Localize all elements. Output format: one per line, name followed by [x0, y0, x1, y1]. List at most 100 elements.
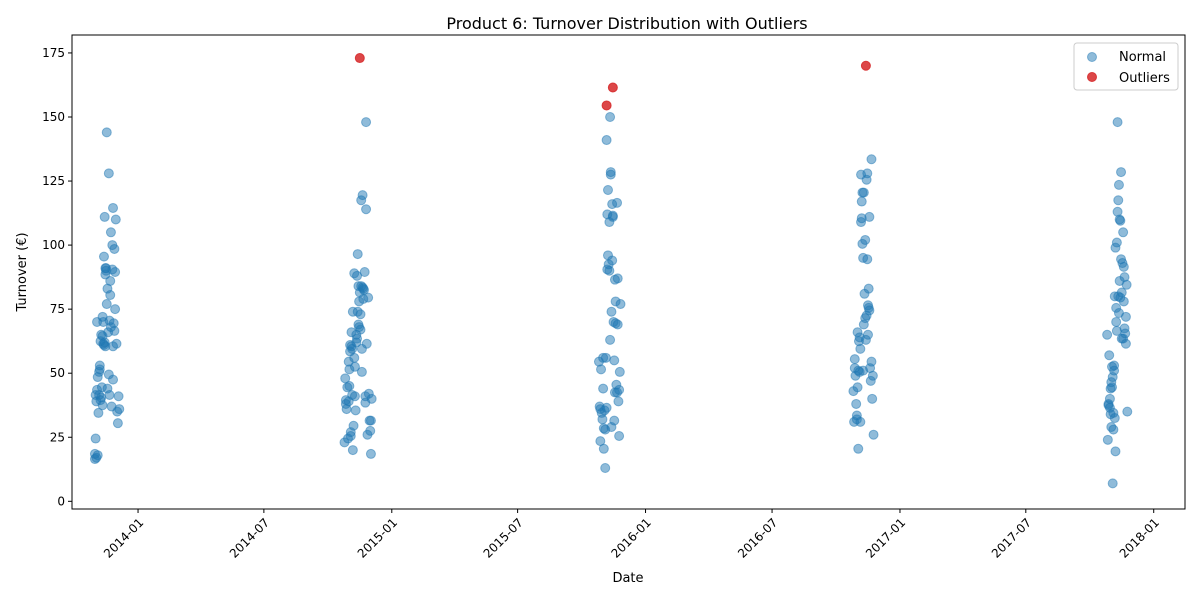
plot-points: [89, 53, 1133, 489]
normal-point: [361, 338, 372, 349]
normal-point: [1112, 117, 1123, 128]
normal-point: [867, 393, 878, 404]
normal-point: [97, 400, 108, 411]
normal-point: [110, 304, 121, 315]
normal-point: [614, 384, 625, 395]
normal-point: [612, 273, 623, 284]
normal-point: [109, 325, 120, 336]
normal-point: [93, 407, 104, 418]
normal-point: [1104, 393, 1115, 404]
normal-point: [113, 391, 124, 402]
y-axis-label: Turnover (€): [15, 232, 30, 312]
normal-point: [596, 364, 607, 375]
normal-point: [852, 382, 863, 393]
normal-point: [606, 306, 617, 317]
normal-point: [614, 430, 625, 441]
normal-point: [1118, 261, 1129, 272]
y-tick-label: 100: [42, 238, 65, 252]
normal-point: [1113, 195, 1124, 206]
normal-point: [105, 227, 116, 238]
normal-point: [609, 415, 620, 426]
normal-point: [1107, 478, 1118, 489]
normal-point: [1121, 279, 1132, 290]
normal-point: [1113, 179, 1124, 190]
normal-point: [101, 299, 112, 310]
normal-point: [862, 168, 873, 179]
normal-point: [866, 356, 877, 367]
y-tick-label: 75: [50, 302, 65, 316]
normal-point: [615, 299, 626, 310]
normal-point: [1120, 311, 1131, 322]
y-tick-label: 50: [50, 366, 65, 380]
normal-point: [864, 211, 875, 222]
normal-point: [349, 352, 360, 363]
normal-point: [856, 196, 867, 207]
normal-point: [108, 202, 119, 213]
normal-point: [612, 319, 623, 330]
normal-point: [862, 329, 873, 340]
normal-point: [1110, 446, 1121, 457]
legend-label-normal: Normal: [1119, 50, 1166, 65]
legend-box: [1073, 42, 1179, 91]
normal-point: [602, 185, 613, 196]
normal-point: [365, 415, 376, 426]
normal-point: [344, 381, 355, 392]
normal-point: [1109, 360, 1120, 371]
normal-point: [1108, 424, 1119, 435]
normal-point: [607, 255, 618, 266]
normal-point: [347, 445, 358, 456]
normal-point: [1115, 215, 1126, 226]
normal-point: [605, 334, 616, 345]
normal-point: [860, 234, 871, 245]
normal-point: [112, 418, 123, 429]
normal-point: [359, 267, 370, 277]
legend-label-outliers: Outliers: [1119, 71, 1170, 86]
normal-point: [349, 391, 360, 402]
normal-point: [108, 374, 119, 385]
normal-point: [352, 333, 363, 344]
normal-point: [600, 463, 611, 474]
normal-point: [111, 338, 122, 349]
normal-point: [350, 405, 361, 416]
normal-point: [601, 135, 612, 146]
legend: Normal Outliers: [1073, 42, 1179, 91]
y-axis: 0 25 50 75 100 125 150 175: [42, 46, 72, 508]
normal-point: [105, 290, 116, 301]
normal-point: [348, 420, 359, 431]
y-tick-label: 0: [57, 494, 65, 508]
normal-point: [609, 355, 620, 366]
normal-point: [614, 366, 625, 377]
normal-point: [1122, 406, 1133, 417]
normal-point: [1102, 329, 1113, 340]
normal-point: [92, 450, 103, 461]
normal-point: [357, 190, 368, 201]
chart-title: Product 6: Turnover Distribution with Ou…: [446, 14, 807, 33]
normal-point: [1111, 316, 1122, 327]
normal-point: [1102, 434, 1113, 445]
normal-point: [598, 443, 609, 454]
normal-point: [867, 370, 878, 381]
normal-point: [613, 396, 624, 407]
normal-point: [101, 127, 112, 138]
x-axis-label: Date: [612, 571, 643, 586]
outlier-point: [607, 82, 618, 93]
normal-point: [365, 425, 376, 436]
normal-point: [345, 430, 356, 441]
outlier-point: [354, 53, 365, 64]
normal-point: [1107, 382, 1118, 393]
normal-point: [99, 211, 110, 222]
normal-point: [597, 414, 608, 425]
normal-point: [1120, 328, 1131, 339]
normal-point: [863, 283, 874, 294]
normal-point: [1104, 350, 1115, 361]
normal-point: [90, 433, 101, 444]
outlier-point: [860, 60, 871, 71]
normal-point: [851, 398, 862, 409]
normal-point: [103, 168, 114, 179]
normal-point: [104, 389, 115, 400]
y-tick-label: 25: [50, 430, 65, 444]
normal-point: [600, 352, 611, 363]
normal-point: [855, 416, 866, 427]
